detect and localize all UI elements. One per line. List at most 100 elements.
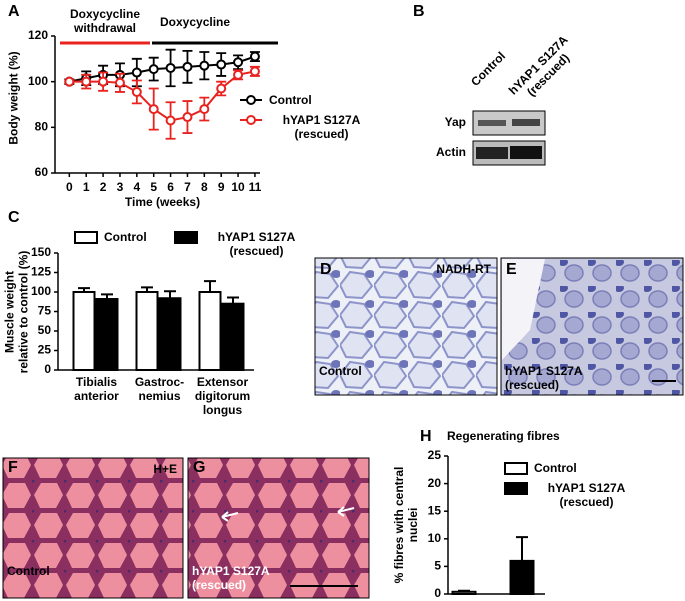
x-tick-label: 0 (66, 180, 73, 194)
chart-title: Regenerating fibres (447, 429, 560, 443)
point (182, 61, 193, 72)
blot-band (512, 119, 540, 126)
blot-band (476, 147, 508, 159)
blot-row-label: Yap (445, 115, 466, 129)
legend-label: Control (269, 93, 312, 107)
bar (509, 559, 535, 596)
x-tick-label: 6 (167, 180, 174, 194)
y-tick-label: 100 (31, 284, 51, 298)
point (199, 104, 210, 115)
bar (451, 590, 477, 595)
legend-label: Control (104, 230, 147, 244)
bar (221, 302, 245, 372)
legend-label: hYAP1 S127A (rescued) (282, 113, 361, 141)
y-tick-label: 150 (31, 245, 51, 259)
micrograph-label: hYAP1 S127A (rescued) (505, 364, 583, 392)
x-tick-label: 11 (249, 180, 262, 194)
arrow (221, 511, 239, 522)
point (98, 76, 109, 87)
x-tick-label: 7 (184, 180, 191, 194)
legend-label: Control (534, 461, 577, 475)
legend-swatch (174, 231, 198, 244)
annotation: Doxycycline (160, 15, 231, 29)
point (182, 112, 193, 123)
x-tick-label: 5 (150, 180, 157, 194)
micrograph (2, 457, 184, 599)
y-axis-label: % fibres with central nuclei (392, 466, 420, 584)
error-bar (164, 290, 176, 299)
x-tick-label: 2 (100, 180, 107, 194)
legend-label: hYAP1 S127A (rescued) (547, 481, 626, 509)
panel-letter: C (8, 209, 20, 226)
x-tick-label: 10 (231, 180, 245, 194)
y-tick-label: 5 (434, 559, 441, 573)
micrograph-label: Control (7, 564, 50, 578)
x-axis-label: Time (weeks) (125, 195, 200, 209)
bar (72, 291, 96, 371)
x-tick-label: 1 (83, 180, 90, 194)
y-tick-label: 80 (35, 120, 49, 134)
arrow (337, 506, 355, 517)
point (233, 57, 244, 68)
point (165, 62, 176, 73)
y-tick-label: 0 (434, 586, 441, 600)
y-tick-label: 60 (35, 165, 49, 179)
panel-letter: B (413, 3, 425, 20)
y-axis-label: Muscle weight relative to control (%) (2, 250, 30, 373)
legend-marker (246, 115, 256, 125)
bar (198, 291, 222, 371)
micrograph-label: hYAP1 S127A (rescued) (192, 564, 270, 592)
panel-letter: A (8, 3, 20, 20)
x-tick-label: Extensor digitorum longus (194, 375, 251, 417)
point (64, 76, 75, 87)
series-line (69, 55, 256, 83)
micrograph (314, 257, 498, 396)
error-bar (227, 296, 239, 304)
y-tick-label: 20 (428, 476, 442, 490)
micrograph-background (502, 259, 545, 360)
micrograph (187, 457, 370, 599)
y-tick-label: 25 (428, 448, 442, 462)
x-tick-label: 4 (133, 180, 140, 194)
error-bar (516, 536, 528, 561)
y-tick-label: 125 (31, 265, 51, 279)
point (216, 59, 227, 70)
y-tick-label: 100 (28, 74, 48, 88)
legend-marker (246, 95, 256, 105)
blot-band (510, 146, 542, 159)
x-tick-label: Tibialis anterior (74, 375, 119, 403)
annotation: Doxycycline withdrawal (69, 7, 141, 35)
y-tick-label: 25 (38, 343, 52, 357)
micrograph-label: Control (319, 364, 362, 378)
point (249, 66, 260, 77)
y-tick-label: 120 (28, 28, 48, 42)
point (114, 77, 125, 88)
point (131, 67, 142, 78)
point (131, 86, 142, 97)
blot-band (478, 120, 506, 126)
point (165, 115, 176, 126)
series-line (69, 70, 256, 122)
blot-row-label: Actin (436, 145, 466, 159)
panel-letter: H (420, 428, 432, 445)
legend-swatch (74, 231, 98, 244)
bar (135, 291, 159, 371)
stain-label: NADH-RT (436, 262, 491, 276)
legend-swatch (504, 482, 528, 495)
y-tick-label: 0 (44, 362, 51, 376)
legend-label: hYAP1 S127A (rescued) (217, 230, 296, 258)
point (81, 76, 92, 87)
panel-letter: G (193, 459, 205, 476)
x-tick-label: 3 (117, 180, 124, 194)
y-tick-label: 50 (38, 323, 52, 337)
stain-label: H+E (153, 462, 177, 476)
bar (158, 297, 182, 371)
point (233, 69, 244, 80)
x-tick-label: 9 (218, 180, 225, 194)
point (148, 104, 159, 115)
panel-letter: E (506, 261, 517, 278)
point (216, 83, 227, 94)
y-tick-label: 15 (428, 503, 442, 517)
